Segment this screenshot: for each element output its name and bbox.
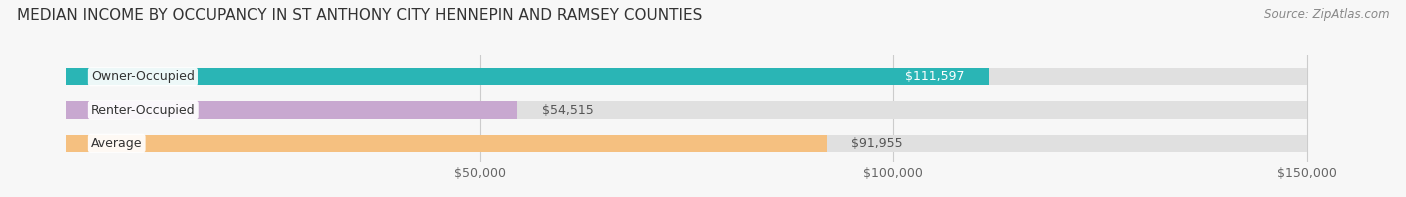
Text: $54,515: $54,515 bbox=[541, 103, 593, 116]
Bar bbox=[66, 135, 1306, 152]
Text: Source: ZipAtlas.com: Source: ZipAtlas.com bbox=[1264, 8, 1389, 21]
Text: MEDIAN INCOME BY OCCUPANCY IN ST ANTHONY CITY HENNEPIN AND RAMSEY COUNTIES: MEDIAN INCOME BY OCCUPANCY IN ST ANTHONY… bbox=[17, 8, 702, 23]
Bar bbox=[66, 101, 517, 119]
Text: $111,597: $111,597 bbox=[905, 70, 965, 83]
Text: Owner-Occupied: Owner-Occupied bbox=[91, 70, 195, 83]
Bar bbox=[66, 68, 990, 85]
Text: Renter-Occupied: Renter-Occupied bbox=[91, 103, 195, 116]
Text: $91,955: $91,955 bbox=[852, 137, 903, 150]
Text: Average: Average bbox=[91, 137, 142, 150]
Bar bbox=[66, 101, 1306, 119]
Bar bbox=[66, 68, 1306, 85]
Bar bbox=[66, 135, 827, 152]
